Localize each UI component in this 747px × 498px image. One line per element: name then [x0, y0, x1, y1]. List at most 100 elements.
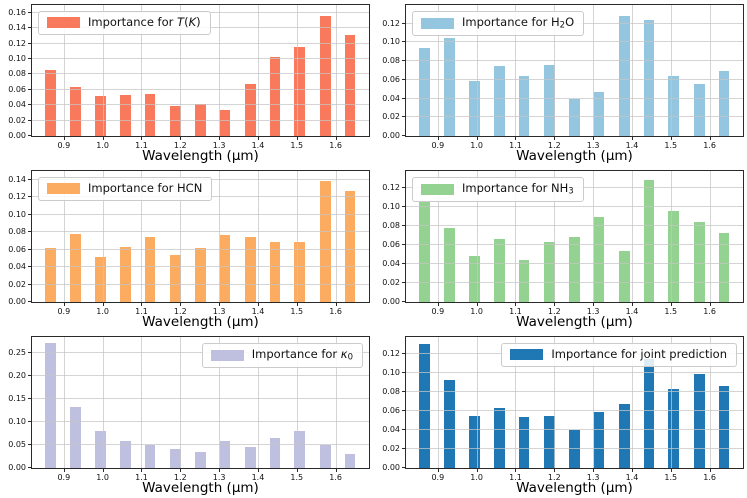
bar [294, 431, 306, 468]
gridline-vertical [296, 171, 298, 302]
x-tick-label: 1.3 [586, 473, 600, 482]
y-tick-label: 0.04 [8, 262, 26, 272]
bar [718, 70, 730, 136]
x-tick-mark [437, 136, 439, 140]
bar [518, 76, 530, 136]
gridline-vertical [437, 5, 439, 136]
bar [69, 233, 81, 302]
gridline-horizontal [406, 244, 743, 246]
bar [44, 69, 56, 136]
x-tick-label: 1.1 [509, 307, 522, 316]
gridline-vertical [670, 337, 672, 468]
y-tick-mark [402, 78, 406, 80]
y-tick-label: 0.12 [382, 183, 400, 193]
y-tick-mark [402, 353, 406, 355]
y-tick-label: 0.00 [8, 463, 26, 472]
y-tick-mark [28, 42, 32, 44]
y-tick-label: 0.08 [382, 221, 400, 231]
y-tick-label: 0.02 [382, 444, 400, 454]
gridline-vertical [257, 337, 259, 468]
gridline-vertical [180, 5, 182, 136]
x-tick-mark [257, 468, 259, 472]
legend: Importance for NH3 [412, 177, 584, 202]
y-tick-label: 0.04 [382, 93, 400, 103]
subplot-kappa0: Wavelength (μm) 0.9 1.0 1.1 1.2 1.3 1.4 1.5 1.6… [0, 332, 373, 498]
bar [668, 76, 680, 136]
x-tick-mark [335, 136, 337, 140]
y-tick-label: 0.04 [8, 100, 26, 110]
bar [418, 202, 430, 302]
y-tick-mark [28, 27, 32, 29]
legend-swatch [47, 183, 80, 195]
bar [44, 247, 56, 302]
gridline-vertical [102, 5, 104, 136]
x-tick-mark [631, 468, 633, 472]
subplot-nh3: Wavelength (μm) 0.9 1.0 1.1 1.2 1.3 1.4 1.5 1.6… [374, 166, 747, 332]
bar [443, 37, 455, 136]
bar [269, 241, 281, 302]
gridline-horizontal [406, 372, 743, 374]
bar [543, 242, 555, 302]
gridline-horizontal [32, 398, 369, 400]
y-tick-mark [28, 301, 32, 302]
gridline-vertical [709, 337, 711, 468]
y-tick-label: 0.15 [8, 394, 26, 404]
x-tick-mark [554, 302, 556, 306]
x-tick-mark [63, 468, 65, 472]
x-tick-label: 1.5 [664, 141, 678, 150]
x-tick-mark [102, 136, 104, 140]
bar [119, 440, 131, 468]
x-tick-mark [180, 302, 182, 306]
x-tick-label: 1.4 [251, 307, 265, 316]
legend-label: Importance for T(K) [88, 15, 201, 29]
x-tick-label: 1.5 [290, 307, 304, 316]
gridline-horizontal [406, 448, 743, 450]
gridline-horizontal [32, 283, 369, 285]
y-tick-label: 0.00 [382, 131, 400, 140]
gridline-vertical [257, 171, 259, 302]
y-tick-label: 0.02 [8, 115, 26, 125]
y-tick-mark [28, 196, 32, 198]
y-tick-mark [28, 57, 32, 59]
plot-area-nh3: Wavelength (μm) 0.9 1.0 1.1 1.2 1.3 1.4 1.5 1.6… [382, 170, 744, 329]
y-tick-mark [28, 421, 32, 423]
x-tick-mark [709, 136, 711, 140]
gridline-vertical [593, 5, 595, 136]
y-tick-label: 0.16 [8, 7, 26, 17]
bar [643, 358, 655, 468]
x-tick-mark [476, 302, 478, 306]
x-tick-label: 1.6 [703, 473, 716, 482]
bar [244, 83, 256, 136]
x-tick-label: 1.4 [625, 141, 639, 150]
x-tick-label: 1.3 [212, 141, 226, 150]
x-tick-mark [63, 136, 65, 140]
bar [194, 247, 206, 302]
x-tick-mark [141, 468, 143, 472]
y-tick-mark [28, 352, 32, 354]
x-tick-mark [515, 136, 517, 140]
gridline-vertical [476, 5, 478, 136]
y-tick-mark [402, 372, 406, 374]
legend-label: Importance for joint prediction [551, 347, 727, 361]
x-tick-mark [257, 136, 259, 140]
y-tick-label: 0.12 [382, 349, 400, 359]
x-tick-label: 1.3 [586, 141, 600, 150]
gridline-vertical [476, 171, 478, 302]
y-tick-mark [402, 41, 406, 43]
y-tick-label: 0.00 [8, 131, 26, 140]
x-tick-label: 1.4 [251, 473, 265, 482]
gridline-vertical [515, 5, 517, 136]
bar [244, 447, 256, 468]
x-tick-label: 1.0 [96, 473, 110, 482]
gridline-vertical [335, 5, 337, 136]
bar [294, 241, 306, 302]
y-tick-mark [402, 225, 406, 227]
y-tick-mark [402, 282, 406, 284]
y-tick-mark [28, 119, 32, 121]
x-tick-label: 1.2 [547, 307, 561, 316]
legend-swatch [421, 183, 454, 195]
y-tick-mark [402, 244, 406, 246]
gridline-horizontal [406, 263, 743, 265]
plot-area-joint-prediction: Wavelength (μm) 0.9 1.0 1.1 1.2 1.3 1.4 1.5 1.6… [382, 336, 744, 495]
y-tick-mark [28, 398, 32, 400]
